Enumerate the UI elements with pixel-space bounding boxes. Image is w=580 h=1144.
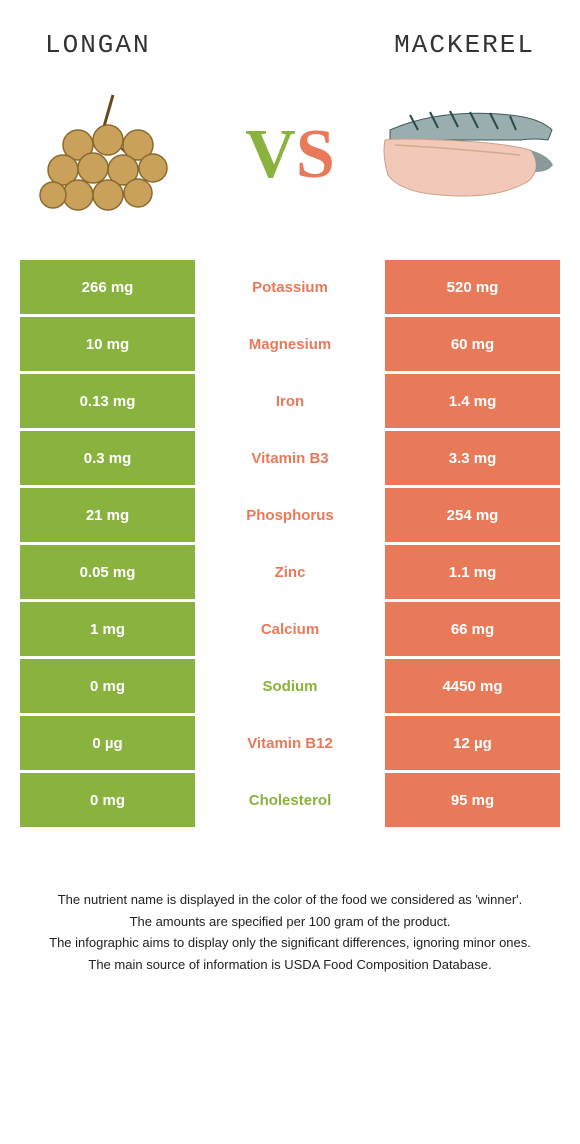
footer-notes: The nutrient name is displayed in the co…: [15, 830, 565, 974]
table-row: 0 mgSodium4450 mg: [20, 659, 560, 713]
cell-left-value: 1 mg: [20, 602, 195, 656]
table-row: 0 µgVitamin B1212 µg: [20, 716, 560, 770]
cell-left-value: 0 mg: [20, 773, 195, 827]
cell-nutrient-label: Vitamin B3: [195, 431, 385, 485]
cell-left-value: 0 µg: [20, 716, 195, 770]
cell-left-value: 0 mg: [20, 659, 195, 713]
title-right: MACKEREL: [394, 30, 535, 60]
vs-label: VS: [245, 115, 335, 195]
table-row: 21 mgPhosphorus254 mg: [20, 488, 560, 542]
cell-right-value: 60 mg: [385, 317, 560, 371]
cell-right-value: 520 mg: [385, 260, 560, 314]
table-row: 0.13 mgIron1.4 mg: [20, 374, 560, 428]
cell-right-value: 95 mg: [385, 773, 560, 827]
nutrient-table: 266 mgPotassium520 mg10 mgMagnesium60 mg…: [15, 260, 565, 827]
vs-s: S: [296, 115, 335, 195]
cell-right-value: 254 mg: [385, 488, 560, 542]
cell-nutrient-label: Potassium: [195, 260, 385, 314]
title-left: LONGAN: [45, 30, 151, 60]
cell-right-value: 66 mg: [385, 602, 560, 656]
cell-nutrient-label: Zinc: [195, 545, 385, 599]
footer-line: The infographic aims to display only the…: [35, 933, 545, 953]
cell-nutrient-label: Cholesterol: [195, 773, 385, 827]
footer-line: The amounts are specified per 100 gram o…: [35, 912, 545, 932]
cell-right-value: 3.3 mg: [385, 431, 560, 485]
cell-nutrient-label: Sodium: [195, 659, 385, 713]
cell-nutrient-label: Calcium: [195, 602, 385, 656]
footer-line: The nutrient name is displayed in the co…: [35, 890, 545, 910]
cell-left-value: 21 mg: [20, 488, 195, 542]
cell-nutrient-label: Magnesium: [195, 317, 385, 371]
table-row: 1 mgCalcium66 mg: [20, 602, 560, 656]
table-row: 266 mgPotassium520 mg: [20, 260, 560, 314]
header: LONGAN MACKEREL: [15, 20, 565, 80]
cell-left-value: 0.3 mg: [20, 431, 195, 485]
cell-left-value: 10 mg: [20, 317, 195, 371]
cell-nutrient-label: Vitamin B12: [195, 716, 385, 770]
cell-right-value: 1.4 mg: [385, 374, 560, 428]
mackerel-image: [380, 90, 555, 220]
vs-v: V: [245, 115, 296, 195]
table-row: 0 mgCholesterol95 mg: [20, 773, 560, 827]
cell-right-value: 12 µg: [385, 716, 560, 770]
cell-right-value: 4450 mg: [385, 659, 560, 713]
longan-image: [25, 90, 200, 220]
footer-line: The main source of information is USDA F…: [35, 955, 545, 975]
cell-right-value: 1.1 mg: [385, 545, 560, 599]
cell-left-value: 266 mg: [20, 260, 195, 314]
table-row: 0.3 mgVitamin B33.3 mg: [20, 431, 560, 485]
table-row: 10 mgMagnesium60 mg: [20, 317, 560, 371]
cell-nutrient-label: Iron: [195, 374, 385, 428]
cell-left-value: 0.13 mg: [20, 374, 195, 428]
cell-left-value: 0.05 mg: [20, 545, 195, 599]
cell-nutrient-label: Phosphorus: [195, 488, 385, 542]
vs-row: VS: [15, 80, 565, 260]
table-row: 0.05 mgZinc1.1 mg: [20, 545, 560, 599]
